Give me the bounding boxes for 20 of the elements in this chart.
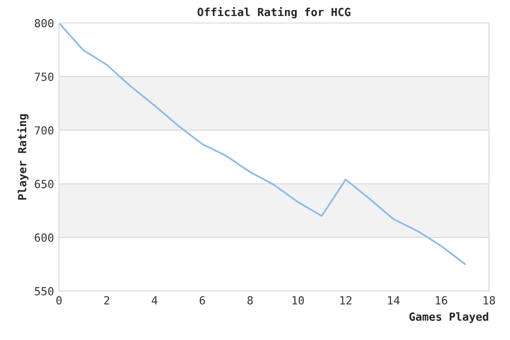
y-tick-label: 750 (34, 72, 54, 82)
x-tick-label: 0 (56, 296, 62, 305)
y-tick-label: 800 (34, 19, 54, 28)
y-tick-label: 550 (34, 287, 54, 296)
x-tick-label: 12 (340, 296, 352, 304)
x-tick-label: 6 (200, 296, 205, 305)
x-tick-label: 2 (104, 296, 110, 304)
x-tick-label: 4 (152, 296, 158, 304)
x-tick-label: 18 (484, 296, 495, 305)
y-tick-label: 650 (34, 180, 54, 188)
y-tick-label: 700 (34, 126, 54, 135)
x-tick-label: 16 (436, 296, 448, 305)
x-tick-label: 14 (388, 296, 400, 304)
x-axis-title: Games Played (409, 312, 488, 323)
x-tick-label: 8 (247, 296, 253, 305)
y-tick-label: 600 (34, 233, 54, 242)
line-series (59, 23, 466, 266)
y-axis-title: Player Rating (17, 114, 29, 200)
chart-title: Official Rating for HCG (198, 7, 350, 18)
x-tick-label: 10 (292, 296, 304, 305)
